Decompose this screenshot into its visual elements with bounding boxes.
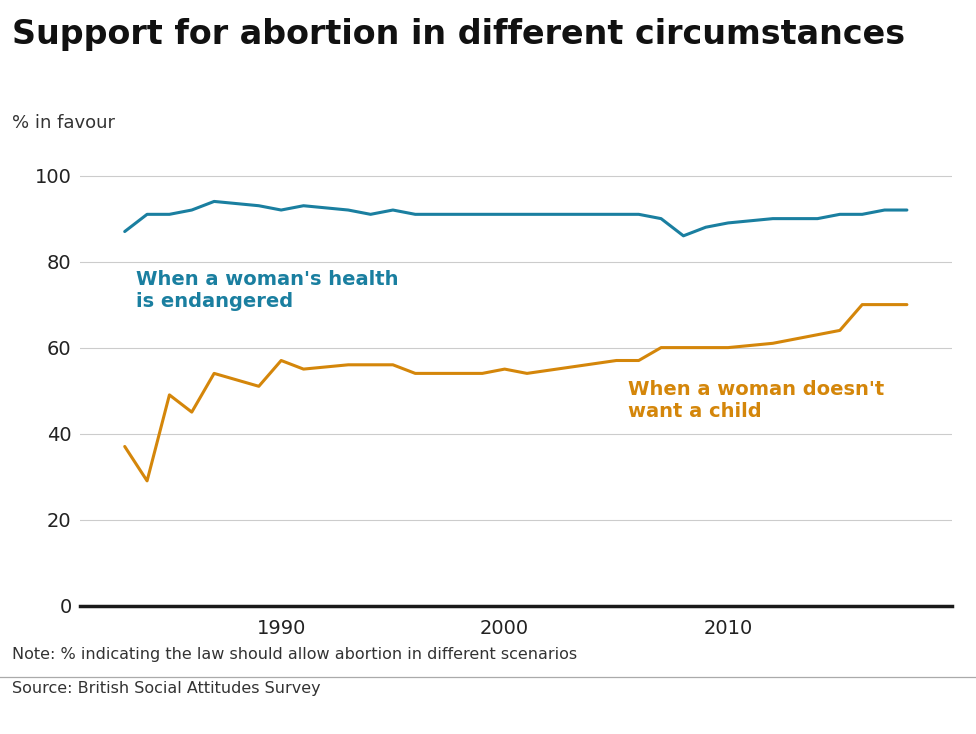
Text: When a woman's health
is endangered: When a woman's health is endangered xyxy=(136,270,398,311)
Text: C: C xyxy=(952,699,964,716)
Text: Support for abortion in different circumstances: Support for abortion in different circum… xyxy=(12,18,905,51)
Text: Source: British Social Attitudes Survey: Source: British Social Attitudes Survey xyxy=(12,681,320,696)
Text: B: B xyxy=(880,699,895,716)
Text: % in favour: % in favour xyxy=(12,114,115,132)
Text: Note: % indicating the law should allow abortion in different scenarios: Note: % indicating the law should allow … xyxy=(12,647,577,662)
Text: When a woman doesn't
want a child: When a woman doesn't want a child xyxy=(628,380,884,421)
Text: B: B xyxy=(915,699,930,716)
